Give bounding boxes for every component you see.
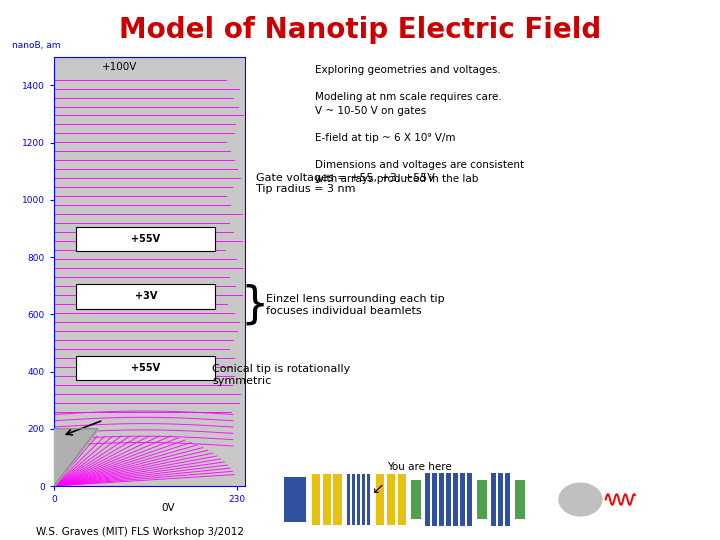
FancyBboxPatch shape xyxy=(76,227,215,251)
FancyBboxPatch shape xyxy=(376,474,384,525)
FancyBboxPatch shape xyxy=(477,480,487,519)
Text: +55V: +55V xyxy=(131,234,161,244)
Text: Conical tip is rotationally
symmetric: Conical tip is rotationally symmetric xyxy=(212,364,351,386)
FancyBboxPatch shape xyxy=(425,473,430,526)
Text: W.S. Graves (MIT) FLS Workshop 3/2012: W.S. Graves (MIT) FLS Workshop 3/2012 xyxy=(36,527,244,537)
FancyBboxPatch shape xyxy=(367,474,370,525)
FancyBboxPatch shape xyxy=(323,474,331,525)
FancyBboxPatch shape xyxy=(76,284,215,308)
FancyBboxPatch shape xyxy=(397,474,406,525)
Text: ↙: ↙ xyxy=(372,481,384,496)
Text: +3V: +3V xyxy=(135,292,157,301)
Text: Gate voltages = +55, +3, +55V
Tip radius = 3 nm: Gate voltages = +55, +3, +55V Tip radius… xyxy=(256,173,434,194)
FancyBboxPatch shape xyxy=(491,473,496,526)
FancyBboxPatch shape xyxy=(505,473,510,526)
Text: +100V: +100V xyxy=(102,63,137,72)
FancyBboxPatch shape xyxy=(459,473,464,526)
FancyBboxPatch shape xyxy=(362,474,365,525)
Text: Exploring geometries and voltages.

Modeling at nm scale requires care.
V ~ 10-5: Exploring geometries and voltages. Model… xyxy=(315,65,524,184)
FancyBboxPatch shape xyxy=(387,474,395,525)
FancyBboxPatch shape xyxy=(333,474,342,525)
FancyBboxPatch shape xyxy=(411,480,420,519)
Text: }: } xyxy=(240,284,269,327)
FancyBboxPatch shape xyxy=(467,473,472,526)
FancyBboxPatch shape xyxy=(312,474,320,525)
FancyBboxPatch shape xyxy=(431,473,436,526)
Text: nanoB, am: nanoB, am xyxy=(12,41,60,50)
Text: +55V: +55V xyxy=(131,363,161,373)
Text: You are here: You are here xyxy=(387,462,451,471)
FancyBboxPatch shape xyxy=(446,473,451,526)
FancyBboxPatch shape xyxy=(347,474,350,525)
FancyBboxPatch shape xyxy=(352,474,355,525)
Polygon shape xyxy=(54,429,98,486)
FancyBboxPatch shape xyxy=(498,473,503,526)
FancyBboxPatch shape xyxy=(284,477,306,522)
FancyBboxPatch shape xyxy=(357,474,360,525)
FancyBboxPatch shape xyxy=(438,473,444,526)
Text: 0V: 0V xyxy=(161,503,175,513)
Text: Einzel lens surrounding each tip
focuses individual beamlets: Einzel lens surrounding each tip focuses… xyxy=(266,294,445,316)
Text: Model of Nanotip Electric Field: Model of Nanotip Electric Field xyxy=(119,16,601,44)
Circle shape xyxy=(559,483,602,516)
FancyBboxPatch shape xyxy=(453,473,458,526)
FancyBboxPatch shape xyxy=(76,356,215,380)
FancyBboxPatch shape xyxy=(515,480,525,519)
